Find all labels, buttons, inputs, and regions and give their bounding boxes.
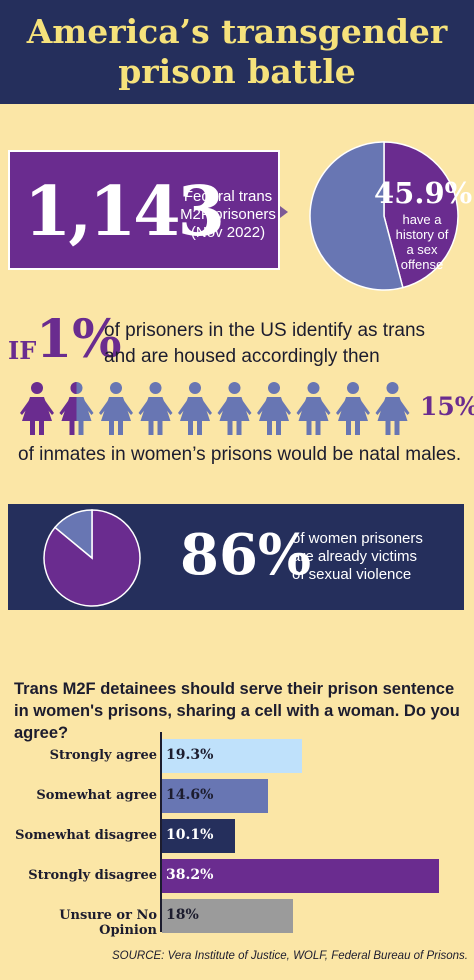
bar-value-label: 14.6% xyxy=(166,787,214,803)
victims-label-line-2: are already victims xyxy=(292,548,418,565)
survey-question: Trans M2F detainees should serve their p… xyxy=(14,680,460,742)
sex-offense-pie-slice-1 xyxy=(309,141,404,291)
bar-value-label: 38.2% xyxy=(166,867,214,883)
woman-figure-icon xyxy=(336,382,370,435)
victims-label: of women prisoners are already victims o… xyxy=(292,530,464,584)
bar-value-label: 19.3% xyxy=(166,747,214,763)
sex-offense-label-line-4: offense xyxy=(400,257,444,272)
inmates-text: of inmates in women’s prisons would be n… xyxy=(18,444,462,465)
bar-value-label: 10.1% xyxy=(166,827,214,843)
bar-category-label: Somewhat disagree xyxy=(15,828,157,843)
pointer-arrow-icon xyxy=(280,206,288,218)
sex-offense-label-line-1: have a xyxy=(402,212,442,227)
woman-figure-icon xyxy=(59,382,94,435)
survey-bar xyxy=(162,819,236,853)
if-statement-text: of prisoners in the US identify as trans… xyxy=(104,318,474,370)
survey-bar xyxy=(162,779,268,813)
federal-label: Federal trans M2F prisoners (Nov 2022) xyxy=(174,188,282,242)
woman-figure-icon xyxy=(178,382,212,435)
victims-label-line-3: of sexual violence xyxy=(292,566,412,583)
woman-figures-row xyxy=(20,382,410,435)
sex-offense-label: have a history of a sex offense xyxy=(384,212,460,272)
survey-bar xyxy=(162,739,302,773)
federal-label-line-1: Federal trans xyxy=(183,188,273,205)
woman-figure-icon xyxy=(217,382,252,435)
victims-label-line-1: of women prisoners xyxy=(292,530,423,547)
header-banner: America’s transgender prison battle xyxy=(0,0,474,104)
one-percent: 1% xyxy=(36,309,122,370)
victims-pie-slice-1 xyxy=(53,509,93,560)
bar-value-label: 18% xyxy=(166,907,199,923)
title-line-1: America’s transgender xyxy=(26,12,448,51)
federal-prisoners-box: 1,143 Federal trans M2F prisoners (Nov 2… xyxy=(8,150,280,270)
if-word: IF xyxy=(8,336,37,365)
bar-category-label: Somewhat agree xyxy=(36,788,157,803)
if-statement-line-2: and are housed accordingly then xyxy=(104,346,380,367)
page-title: America’s transgender prison battle xyxy=(0,12,474,92)
victims-pie-chart xyxy=(43,509,141,607)
federal-label-line-3: (Nov 2022) xyxy=(190,224,266,241)
source-note: SOURCE: Vera Institute of Justice, WOLF,… xyxy=(111,950,468,962)
if-statement-line-1: of prisoners in the US identify as trans xyxy=(104,320,426,341)
bar-category-label: Strongly disagree xyxy=(28,868,157,883)
federal-label-line-2: M2F prisoners xyxy=(180,206,276,223)
federal-count: 1,143 xyxy=(24,172,225,252)
bar-category-label: Unsure or No Opinion xyxy=(59,908,157,938)
woman-figure-icon xyxy=(138,382,173,435)
woman-figure-icon xyxy=(99,382,133,435)
sex-offense-pie-slice-0 xyxy=(383,141,459,289)
sex-offense-label-line-2: history of xyxy=(395,227,449,242)
woman-figure-icon xyxy=(375,382,410,435)
sex-offense-percent: 45.9% xyxy=(374,176,473,210)
natal-males-percent: 15% xyxy=(420,392,474,421)
sex-offense-pie-chart xyxy=(309,141,459,291)
woman-figure-icon xyxy=(296,382,331,435)
sex-offense-label-line-3: a sex xyxy=(406,242,438,257)
bar-category-label: Strongly agree xyxy=(49,748,157,763)
title-line-2: prison battle xyxy=(118,52,356,91)
survey-bar xyxy=(162,899,293,933)
victims-percent: 86% xyxy=(180,522,312,588)
woman-figure-icon xyxy=(20,382,54,435)
woman-figure-icon xyxy=(257,382,291,435)
survey-bar xyxy=(162,859,439,893)
bar-chart-axis xyxy=(160,732,162,932)
